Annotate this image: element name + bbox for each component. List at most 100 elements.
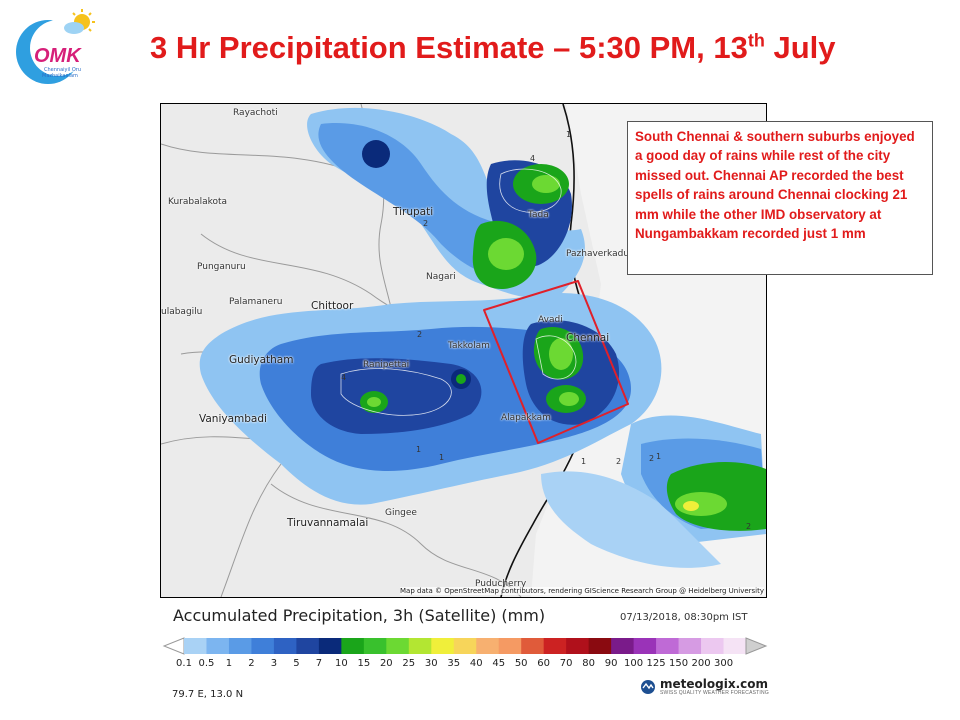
place-label: Pazhaverkadu <box>566 249 630 259</box>
svg-text:1: 1 <box>566 130 571 139</box>
svg-text:1: 1 <box>656 452 661 461</box>
place-label: Takkolam <box>448 341 490 351</box>
scale-swatch <box>566 638 590 654</box>
scale-tick-label: 30 <box>424 658 438 669</box>
place-label: Puducherry <box>475 579 527 589</box>
color-scale <box>162 637 768 655</box>
scale-swatch <box>431 638 455 654</box>
scale-swatch <box>656 638 680 654</box>
scale-swatch <box>633 638 657 654</box>
scale-tick-label: 45 <box>492 658 506 669</box>
svg-text:2: 2 <box>616 457 621 466</box>
place-label: Avadi <box>538 315 563 325</box>
place-label: ulabagilu <box>161 307 203 317</box>
scale-swatch <box>251 638 275 654</box>
logo-text: OMK <box>34 45 82 67</box>
scale-swatch <box>453 638 477 654</box>
scale-tick-label: 1 <box>225 658 233 669</box>
page-title: 3 Hr Precipitation Estimate – 5:30 PM, 1… <box>150 30 836 65</box>
scale-swatch <box>318 638 342 654</box>
brand-name: meteologix.com <box>660 677 768 691</box>
place-label: Palamaneru <box>229 297 283 307</box>
svg-text:Mazhaikaalam: Mazhaikaalam <box>42 73 78 79</box>
scale-swatch <box>408 638 432 654</box>
scale-tick-label: 2 <box>248 658 255 669</box>
scale-tick-label: 35 <box>447 658 461 669</box>
scale-swatch <box>678 638 702 654</box>
scale-swatch <box>206 638 230 654</box>
highlight-outline <box>483 280 629 444</box>
place-label: Vaniyambadi <box>199 413 267 425</box>
svg-text:1: 1 <box>581 457 586 466</box>
coordinate-readout: 79.7 E, 13.0 N <box>172 689 244 700</box>
svg-text:2: 2 <box>423 219 428 228</box>
svg-text:2: 2 <box>649 454 654 463</box>
scale-swatch <box>363 638 387 654</box>
place-label: Kurabalakota <box>168 197 228 207</box>
scale-tick-label: 20 <box>379 658 393 669</box>
place-label: Tirupati <box>393 206 434 218</box>
scale-tick-label: 40 <box>469 658 483 669</box>
scale-tick-label: 200 <box>691 658 711 669</box>
place-label: Ranipettai <box>363 360 410 370</box>
scale-tick-label: 0.1 <box>176 658 192 669</box>
scale-tick-label: 300 <box>713 658 734 669</box>
place-label: Tada <box>528 210 549 220</box>
place-label: Chittoor <box>311 300 354 312</box>
scale-tick-label: 90 <box>604 658 618 669</box>
scale-tick-label: 25 <box>402 658 416 669</box>
place-label: Rayachoti <box>233 108 278 118</box>
scale-tick-label: 80 <box>582 658 595 669</box>
map-attribution: Map data © OpenStreetMap contributors, r… <box>400 587 764 595</box>
scale-swatch <box>701 638 725 654</box>
annotation-note: South Chennai & southern suburbs enjoyed… <box>627 121 933 275</box>
scale-swatch <box>341 638 365 654</box>
svg-text:2: 2 <box>417 330 422 339</box>
scale-tick-label: 150 <box>669 658 689 669</box>
place-label: Punganuru <box>197 262 246 272</box>
scale-tick-label: 3 <box>270 658 278 669</box>
scale-swatch <box>498 638 522 654</box>
place-label: Chennai <box>566 332 610 344</box>
scale-swatch <box>273 638 297 654</box>
place-label: Nagari <box>426 272 456 282</box>
scale-swatch <box>476 638 500 654</box>
scale-swatch <box>543 638 567 654</box>
scale-swatch <box>521 638 545 654</box>
scale-tick-label: 100 <box>624 658 644 669</box>
scale-swatch <box>296 638 320 654</box>
scale-tick-label: 5 <box>293 658 300 669</box>
place-label: Alapakkam <box>501 413 551 423</box>
svg-text:Chennaiyil Oru: Chennaiyil Oru <box>44 67 81 73</box>
scale-swatch <box>588 638 612 654</box>
scale-arrow-right <box>745 637 768 655</box>
meteologix-logo-icon <box>641 680 655 694</box>
svg-text:2: 2 <box>746 522 751 531</box>
brand-tagline: SWISS QUALITY WEATHER FORECASTING <box>660 690 769 696</box>
place-label: Tiruvannamalai <box>287 517 369 529</box>
scale-tick-label: 70 <box>559 658 573 669</box>
svg-text:1: 1 <box>439 453 444 462</box>
scale-arrow-left <box>162 637 185 655</box>
omk-logo: OMK Chennaiyil Oru Mazhaikaalam <box>10 8 100 88</box>
scale-tick-label: 0.5 <box>198 658 215 669</box>
svg-text:4: 4 <box>341 373 346 382</box>
scale-tick-label: 50 <box>514 658 528 669</box>
scale-tick-label: 7 <box>315 658 323 669</box>
legend-title: Accumulated Precipitation, 3h (Satellite… <box>173 606 546 625</box>
scale-swatch <box>228 638 252 654</box>
meteologix-brand: meteologix.com SWISS QUALITY WEATHER FOR… <box>640 678 769 696</box>
svg-text:1: 1 <box>416 445 421 454</box>
scale-tick-label: 60 <box>537 658 551 669</box>
legend-timestamp: 07/13/2018, 08:30pm IST <box>620 612 748 623</box>
scale-ticks: 0.1 0.5 1 2 3 5 7 10 15 20 25 30 35 40 45 50 60 70 80 90 100… <box>0 658 960 672</box>
precip-field <box>199 107 766 568</box>
scale-tick-label: 10 <box>334 658 348 669</box>
scale-swatch <box>723 638 747 654</box>
scale-swatch <box>386 638 410 654</box>
scale-swatch <box>184 638 207 654</box>
scale-tick-label: 125 <box>646 658 666 669</box>
svg-text:4: 4 <box>530 154 535 163</box>
place-label: Gudiyatham <box>229 354 294 366</box>
place-label: Gingee <box>385 508 417 518</box>
